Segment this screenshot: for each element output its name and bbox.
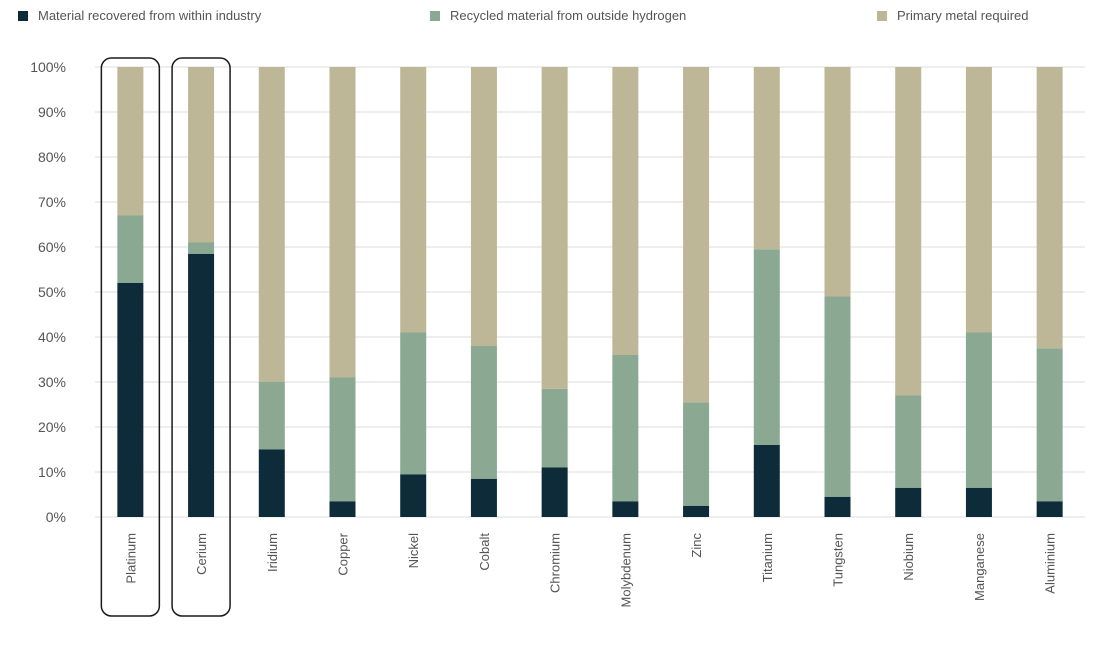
- x-tick-label: Iridium: [265, 533, 280, 572]
- bar-segment-iridium-2: [258, 67, 285, 382]
- bar-segment-nickel-0: [400, 474, 427, 517]
- bar-segment-niobium-1: [895, 395, 922, 488]
- y-tick-label: 90%: [38, 104, 66, 120]
- bars: [117, 67, 1063, 517]
- y-tick-label: 20%: [38, 419, 66, 435]
- legend-item-recovered: Material recovered from within industry: [18, 8, 261, 23]
- y-tick-label: 100%: [30, 59, 66, 75]
- bar-segment-chromium-1: [541, 388, 568, 468]
- bar-segment-cobalt-0: [470, 478, 497, 517]
- bar-segment-zinc-1: [683, 402, 710, 506]
- legend-label-recovered: Material recovered from within industry: [38, 8, 262, 23]
- bar-segment-platinum-1: [117, 215, 144, 283]
- x-tick-label: Cobalt: [477, 533, 492, 571]
- x-tick-label: Platinum: [123, 533, 138, 584]
- bar-segment-chromium-2: [541, 67, 568, 389]
- y-tick-label: 70%: [38, 194, 66, 210]
- bar-segment-iridium-1: [258, 382, 285, 450]
- x-tick-label: Manganese: [972, 533, 987, 601]
- bar-segment-iridium-0: [258, 449, 285, 517]
- y-tick-label: 40%: [38, 329, 66, 345]
- bar-segment-platinum-2: [117, 67, 144, 216]
- y-tick-label: 30%: [38, 374, 66, 390]
- bar-segment-copper-0: [329, 501, 356, 517]
- bar-segment-aluminium-0: [1036, 501, 1063, 517]
- x-tick-label: Chromium: [548, 533, 563, 593]
- highlight-boxes: [100, 57, 231, 617]
- y-tick-label: 0%: [46, 509, 66, 525]
- bar-segment-zinc-0: [683, 505, 710, 517]
- bar-segment-copper-2: [329, 67, 356, 378]
- x-tick-label: Titanium: [760, 533, 775, 582]
- bar-segment-niobium-0: [895, 487, 922, 517]
- bar-segment-niobium-2: [895, 67, 922, 396]
- bar-segment-titanium-0: [753, 445, 780, 517]
- y-axis-ticks: 0% 10% 20% 30% 40% 50% 60% 70% 80% 90% 100%: [30, 59, 66, 525]
- legend-label-primary: Primary metal required: [897, 8, 1029, 23]
- bar-segment-nickel-1: [400, 332, 427, 475]
- highlight-box-cerium: [171, 57, 231, 617]
- legend-swatch-recovered: [18, 10, 28, 21]
- bar-segment-cerium-0: [188, 253, 215, 517]
- x-tick-label: Molybdenum: [618, 533, 633, 607]
- legend-swatch-recycled: [430, 10, 440, 21]
- highlight-box-platinum: [100, 57, 161, 617]
- bar-segment-molybdenum-1: [612, 355, 639, 502]
- y-tick-label: 50%: [38, 284, 66, 300]
- x-tick-label: Niobium: [901, 533, 916, 581]
- bar-segment-titanium-1: [753, 249, 780, 445]
- bar-segment-zinc-2: [683, 67, 710, 403]
- x-tick-label: Nickel: [406, 533, 421, 569]
- bar-segment-aluminium-1: [1036, 348, 1063, 502]
- bar-segment-titanium-2: [753, 67, 780, 250]
- bar-segment-cerium-1: [188, 242, 215, 254]
- bar-segment-manganese-0: [965, 487, 992, 517]
- bar-segment-nickel-2: [400, 67, 427, 333]
- x-tick-label: Copper: [336, 532, 351, 575]
- gridlines: [95, 66, 1085, 518]
- bar-segment-manganese-1: [965, 332, 992, 488]
- x-tick-label: Cerium: [194, 533, 209, 575]
- x-tick-label: Zinc: [689, 533, 704, 558]
- bar-segment-aluminium-2: [1036, 67, 1063, 349]
- y-tick-label: 80%: [38, 149, 66, 165]
- bar-segment-copper-1: [329, 377, 356, 502]
- bar-segment-cerium-2: [188, 67, 215, 243]
- bar-segment-manganese-2: [965, 67, 992, 333]
- x-axis-labels: Platinum Cerium Iridium Copper Nickel Cobalt C…: [123, 532, 1057, 607]
- bar-segment-tungsten-2: [824, 67, 851, 297]
- bar-segment-molybdenum-2: [612, 67, 639, 355]
- x-tick-label: Tungsten: [831, 533, 846, 587]
- bar-segment-platinum-0: [117, 283, 144, 517]
- legend-label-recycled: Recycled material from outside hydrogen: [450, 8, 687, 23]
- x-tick-label: Aluminium: [1043, 533, 1058, 594]
- bar-segment-cobalt-1: [470, 346, 497, 479]
- legend-item-primary: Primary metal required: [877, 8, 1029, 23]
- y-tick-label: 60%: [38, 239, 66, 255]
- legend-item-recycled: Recycled material from outside hydrogen: [430, 8, 686, 23]
- bar-segment-tungsten-1: [824, 296, 851, 497]
- legend: Material recovered from within industry …: [0, 0, 1102, 34]
- bar-segment-tungsten-0: [824, 496, 851, 517]
- y-tick-label: 10%: [38, 464, 66, 480]
- bar-segment-chromium-0: [541, 467, 568, 517]
- bar-segment-cobalt-2: [470, 67, 497, 346]
- bar-segment-molybdenum-0: [612, 501, 639, 517]
- legend-swatch-primary: [877, 10, 887, 21]
